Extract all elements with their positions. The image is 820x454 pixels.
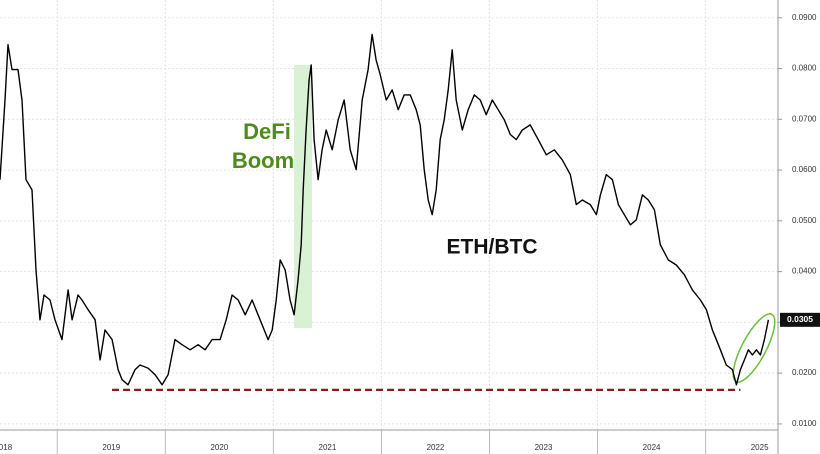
y-tick-label: 0.0900 [792, 13, 817, 22]
y-tick-label: 0.0500 [792, 216, 817, 225]
last-value-label: 0.0305 [787, 314, 813, 324]
y-tick-label: 0.0100 [792, 419, 817, 428]
y-tick-label: 0.0800 [792, 64, 817, 73]
x-tick-label: 2019 [102, 443, 120, 452]
annotation: Boom [232, 148, 294, 173]
y-tick-label: 0.0400 [792, 267, 817, 276]
y-tick-label: 0.0600 [792, 165, 817, 174]
x-tick-label: 2022 [427, 443, 445, 452]
annotation: ETH/BTC [447, 236, 538, 259]
x-tick-label: 2021 [319, 443, 337, 452]
annotation: DeFi [243, 119, 291, 144]
y-tick-label: 0.0700 [792, 114, 817, 123]
x-tick-label: 2024 [643, 443, 661, 452]
line [0, 33, 770, 386]
x-tick-label: 2025 [751, 443, 769, 452]
y-tick-label: 0.0200 [792, 368, 817, 377]
x-tick-label: 2020 [210, 443, 228, 452]
last-value-box [780, 312, 820, 327]
x-tick-label: 2018 [0, 443, 13, 452]
x-tick-label: 2023 [535, 443, 553, 452]
